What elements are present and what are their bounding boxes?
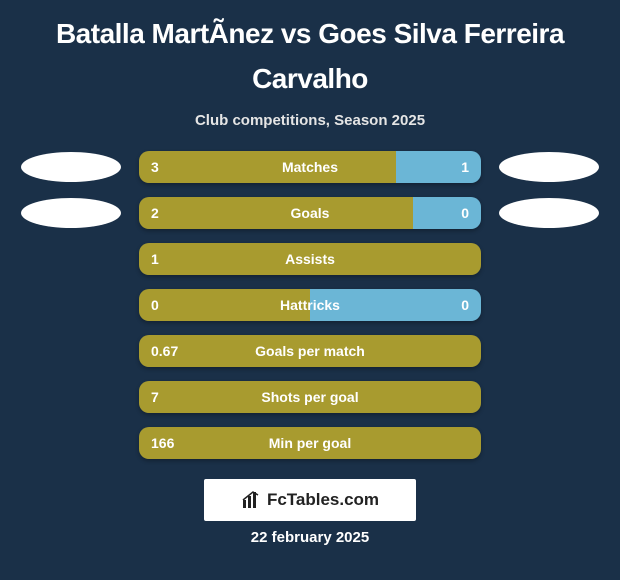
subtitle: Club competitions, Season 2025: [0, 112, 620, 129]
stat-label: Shots per goal: [139, 381, 481, 413]
stat-bar: 20Goals: [139, 197, 481, 229]
stat-bar: 166Min per goal: [139, 427, 481, 459]
stat-bar: 31Matches: [139, 151, 481, 183]
stat-row: 7Shots per goal: [0, 381, 620, 413]
stat-label: Hattricks: [139, 289, 481, 321]
stat-label: Assists: [139, 243, 481, 275]
stat-label: Min per goal: [139, 427, 481, 459]
date-label: 22 february 2025: [0, 529, 620, 546]
stat-label: Goals per match: [139, 335, 481, 367]
stats-container: 31Matches 20Goals 1Assists 00Hattricks 0.67G…: [0, 151, 620, 459]
stat-bar: 1Assists: [139, 243, 481, 275]
stat-bar: 0.67Goals per match: [139, 335, 481, 367]
page-title: Batalla MartÃ­nez vs Goes Silva Ferreira…: [0, 0, 620, 102]
stat-row: 00Hattricks: [0, 289, 620, 321]
bar-chart-icon: [241, 490, 261, 510]
stat-row: 20Goals: [0, 197, 620, 229]
stat-row: 0.67Goals per match: [0, 335, 620, 367]
team-badge-left: [21, 198, 121, 228]
stat-bar: 7Shots per goal: [139, 381, 481, 413]
stat-row: 166Min per goal: [0, 427, 620, 459]
branding-badge: FcTables.com: [204, 479, 416, 521]
stat-row: 31Matches: [0, 151, 620, 183]
team-badge-left: [21, 152, 121, 182]
team-badge-right: [499, 198, 599, 228]
stat-label: Goals: [139, 197, 481, 229]
stat-label: Matches: [139, 151, 481, 183]
branding-text: FcTables.com: [267, 490, 379, 510]
stat-row: 1Assists: [0, 243, 620, 275]
stat-bar: 00Hattricks: [139, 289, 481, 321]
team-badge-right: [499, 152, 599, 182]
